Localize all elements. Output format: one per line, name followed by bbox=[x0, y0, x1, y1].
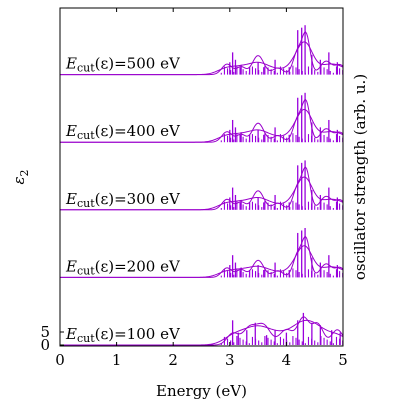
panel-label: Ecut(ε)=100 eV bbox=[65, 325, 181, 345]
panel-label: Ecut(ε)=300 eV bbox=[65, 190, 181, 210]
epsilon2-curve-broadened bbox=[60, 245, 344, 278]
x-axis-label: Energy (eV) bbox=[156, 382, 247, 400]
y-axis-label: ε2 bbox=[10, 169, 31, 184]
epsilon2-curve-broadened bbox=[60, 319, 344, 346]
epsilon2-curve-broadened bbox=[60, 176, 344, 211]
panel-1: Ecut(ε)=500 eV bbox=[60, 25, 344, 76]
epsilon2-curve-broadened bbox=[60, 41, 344, 76]
x-tick-label: 0 bbox=[55, 351, 65, 369]
panel-3: Ecut(ε)=300 eV bbox=[60, 160, 344, 211]
panel-2: Ecut(ε)=400 eV bbox=[60, 92, 344, 143]
plot-frame bbox=[59, 7, 344, 347]
x-tick-label: 4 bbox=[282, 351, 292, 369]
panel-5: Ecut(ε)=100 eV bbox=[60, 312, 344, 346]
panel-label: Ecut(ε)=400 eV bbox=[65, 122, 181, 142]
x-tick-label: 5 bbox=[338, 351, 348, 369]
x-tick-label: 2 bbox=[168, 351, 178, 369]
y-tick-label: 0 bbox=[40, 336, 50, 354]
panel-label: Ecut(ε)=500 eV bbox=[65, 55, 181, 75]
panel-4: Ecut(ε)=200 eV bbox=[60, 228, 344, 278]
x-tick-label: 1 bbox=[112, 351, 122, 369]
panels-layer: Ecut(ε)=500 eV Ecut(ε)=400 eV Ecut(ε)=300 … bbox=[60, 25, 344, 346]
panel-label: Ecut(ε)=200 eV bbox=[65, 257, 181, 277]
epsilon2-curve-broadened bbox=[60, 108, 344, 143]
ticks-layer: 0 1 2 3 4 505 bbox=[40, 8, 348, 369]
y-tick-label: 5 bbox=[40, 323, 50, 341]
y-axis-label-right: oscillator strength (arb. u.) bbox=[351, 74, 369, 280]
x-tick-label: 3 bbox=[225, 351, 235, 369]
